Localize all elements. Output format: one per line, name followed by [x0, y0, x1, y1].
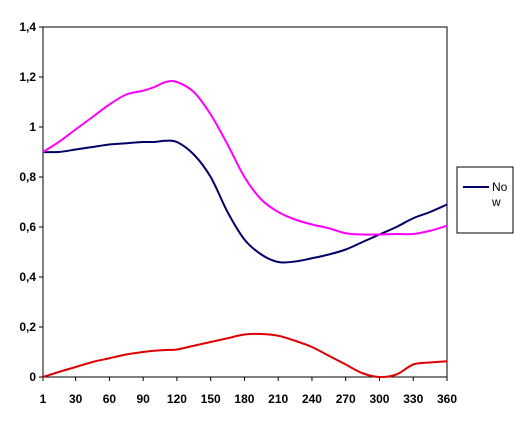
y-tick-label: 0: [29, 370, 36, 384]
plot-frame: [42, 26, 448, 378]
x-tick-label: 120: [167, 392, 187, 406]
series-line-3: [42, 332, 448, 379]
legend: No w: [456, 166, 514, 234]
y-tick-label: 1,2: [19, 70, 36, 84]
y-tick-label: 1,4: [19, 20, 36, 34]
x-tick-label: 360: [437, 392, 457, 406]
x-tick-label: 150: [201, 392, 221, 406]
x-tick-label: 30: [69, 392, 83, 406]
x-tick-label: 240: [302, 392, 322, 406]
series-group: [42, 80, 448, 379]
x-tick-label: 330: [403, 392, 423, 406]
legend-box: [456, 166, 514, 234]
legend-label-line1: No: [492, 180, 508, 194]
y-tick-label: 0,2: [19, 320, 36, 334]
x-tick-label: 1: [40, 392, 47, 406]
x-tick-label: 210: [268, 392, 288, 406]
y-tick-label: 1: [29, 120, 36, 134]
x-tick-label: 270: [336, 392, 356, 406]
x-tick-label: 90: [136, 392, 150, 406]
y-tick-label: 0,4: [19, 270, 36, 284]
y-axis: 0 0,2 0,4 0,6 0,8 1 1,2 1,4: [19, 20, 43, 384]
x-tick-label: 180: [234, 392, 254, 406]
x-tick-label: 60: [103, 392, 117, 406]
y-tick-label: 0,8: [19, 170, 36, 184]
series-line-2: [42, 80, 448, 236]
plot-area: [42, 26, 448, 378]
y-tick-label: 0,6: [19, 220, 36, 234]
x-tick-label: 300: [369, 392, 389, 406]
legend-label-line2: w: [491, 195, 501, 209]
x-axis: 1 30 60 90 120 150 180 210 240 270 300 330 360: [40, 377, 457, 406]
